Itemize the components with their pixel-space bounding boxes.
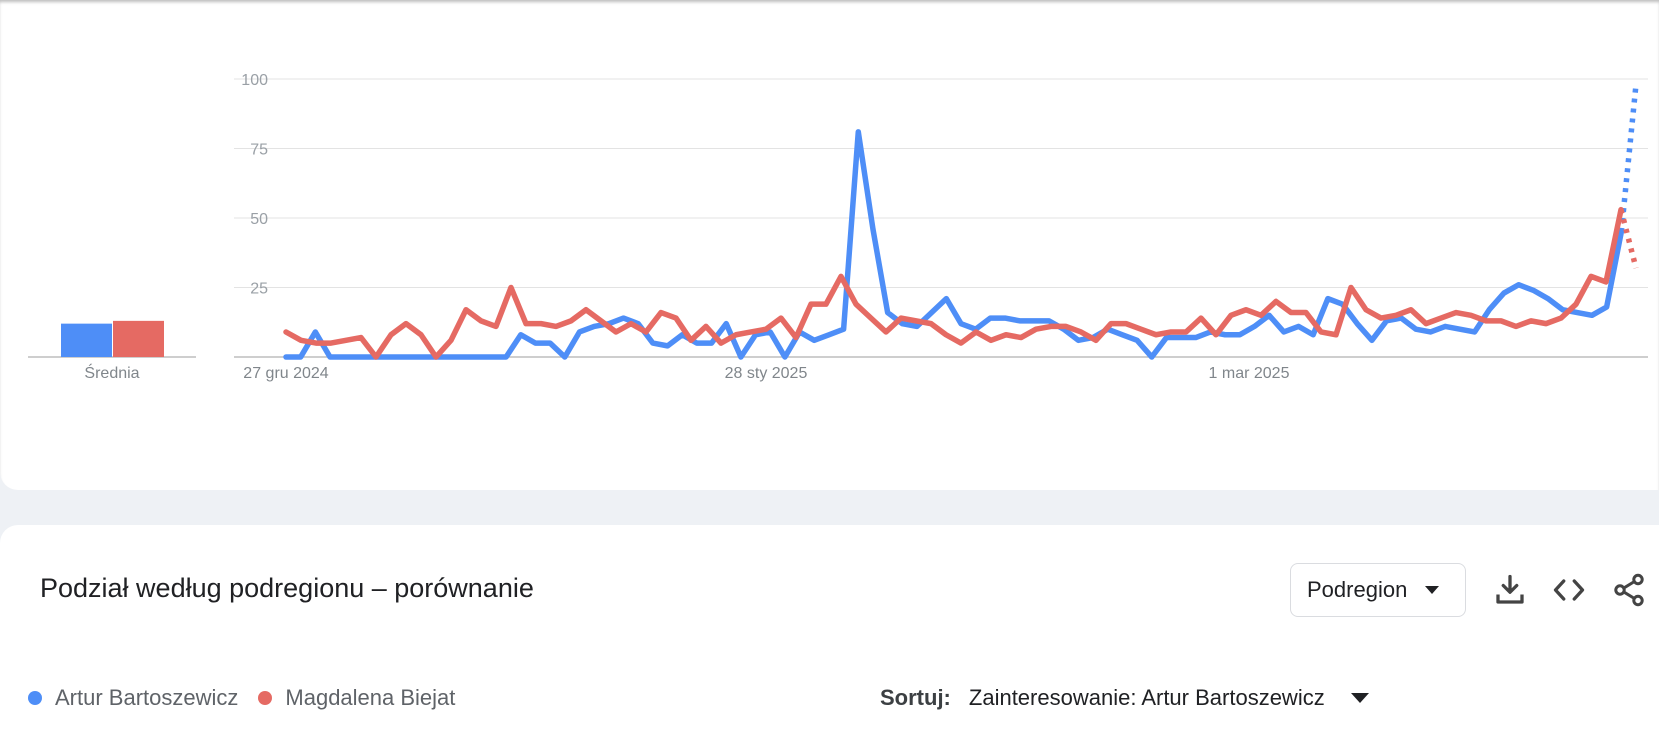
region-level-select-value: Podregion [1307, 577, 1408, 602]
legend-label: Artur Bartoszewicz [55, 685, 239, 710]
average-label: Średnia [84, 363, 139, 382]
y-tick-label: 25 [250, 281, 268, 298]
interest-chart: 25 50 75 100 Średnia 27 gru 2024 28 sty 2025… [28, 72, 1648, 382]
x-tick-label: 1 mar 2025 [1209, 365, 1290, 382]
x-tick-label: 28 sty 2025 [725, 365, 808, 382]
sort-control[interactable]: Sortuj: Zainteresowanie: Artur Bartoszew… [880, 685, 1369, 711]
series-line-partial [1618, 84, 1639, 233]
sort-value: Zainteresowanie: Artur Bartoszewicz [968, 685, 1325, 710]
series-line [283, 206, 1624, 360]
region-level-select[interactable]: Podregion [1290, 563, 1466, 617]
y-tick-label: 100 [241, 72, 268, 89]
legend-label: Magdalena Biejat [285, 685, 456, 710]
share-icon[interactable] [1611, 572, 1647, 608]
series-line [283, 129, 1625, 360]
x-tick-label: 27 gru 2024 [243, 365, 329, 382]
legend: Artur Bartoszewicz Magdalena Biejat [28, 685, 475, 711]
legend-item[interactable]: Artur Bartoszewicz [28, 685, 238, 711]
series-line-partial [1618, 208, 1639, 269]
legend-dot [28, 691, 42, 705]
legend-item[interactable]: Magdalena Biejat [258, 685, 455, 711]
section-title: Podział według podregionu – porównanie [40, 573, 534, 603]
y-tick-label: 50 [250, 211, 268, 228]
average-bar [113, 320, 164, 357]
subregion-section: Podział według podregionu – porównanie P… [0, 525, 1659, 732]
legend-dot [258, 691, 273, 705]
sort-label: Sortuj: [880, 685, 951, 710]
average-bar [61, 323, 112, 357]
interest-over-time-card: 25 50 75 100 Średnia 27 gru 2024 28 sty 2025… [0, 0, 1659, 490]
embed-code-icon[interactable] [1551, 572, 1587, 608]
caret-down-icon [1425, 586, 1439, 594]
y-tick-label: 75 [250, 142, 268, 159]
caret-down-icon [1350, 693, 1369, 703]
download-icon[interactable] [1492, 572, 1528, 608]
